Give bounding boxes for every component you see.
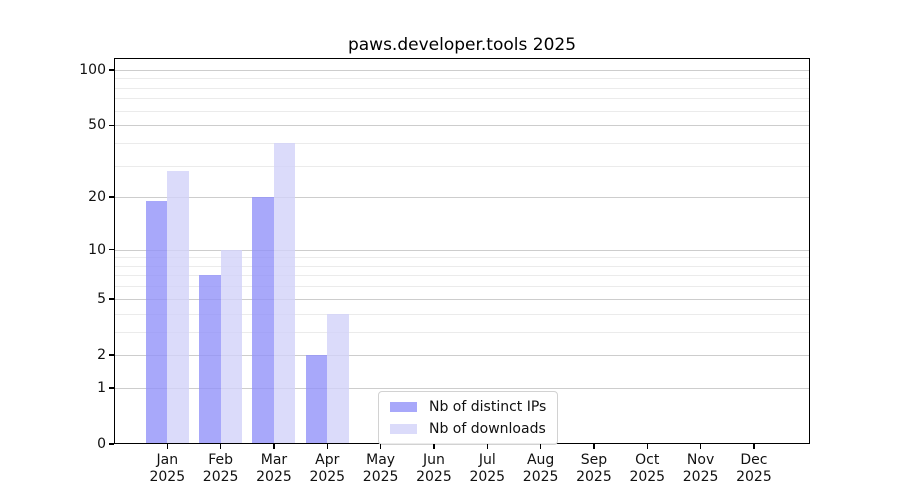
gridline-minor-8 xyxy=(114,265,810,267)
legend-label-nb-of-downloads: Nb of downloads xyxy=(429,421,546,437)
legend-label-nb-of-distinct-ips: Nb of distinct IPs xyxy=(429,399,547,415)
gridline-major-1 xyxy=(114,387,810,389)
x-tick-label-sep-2025: Sep 2025 xyxy=(576,452,612,485)
x-tick-mark-sep-2025 xyxy=(593,444,595,449)
x-tick-mark-may-2025 xyxy=(379,444,382,449)
gridline-minor-4 xyxy=(114,313,810,315)
gridline-minor-7 xyxy=(114,275,810,277)
legend-item-nb-of-downloads: Nb of downloads xyxy=(390,421,546,437)
y-tick-label-0: 0 xyxy=(97,436,106,452)
y-tick-mark-100 xyxy=(109,69,114,71)
bar-nb-of-distinct-ips-jan-2025 xyxy=(145,201,168,444)
bar-nb-of-downloads-apr-2025 xyxy=(327,313,349,444)
bar-nb-of-distinct-ips-mar-2025 xyxy=(252,197,274,444)
y-tick-label-10: 10 xyxy=(88,241,106,258)
y-tick-mark-5 xyxy=(109,298,114,300)
gridline-major-20 xyxy=(114,197,810,199)
gridline-major-5 xyxy=(114,298,810,300)
y-tick-mark-2 xyxy=(109,354,114,356)
x-tick-label-apr-2025: Apr 2025 xyxy=(309,452,346,485)
bar-nb-of-distinct-ips-apr-2025 xyxy=(305,354,328,444)
gridline-minor-6 xyxy=(114,286,810,288)
x-tick-mark-nov-2025 xyxy=(699,444,702,449)
gridline-minor-9 xyxy=(114,257,810,259)
gridline-major-10 xyxy=(114,249,810,251)
y-tick-mark-20 xyxy=(109,196,114,198)
x-tick-label-jun-2025: Jun 2025 xyxy=(416,452,452,485)
y-tick-label-50: 50 xyxy=(88,117,106,134)
x-tick-mark-aug-2025 xyxy=(539,444,542,449)
y-tick-label-20: 20 xyxy=(88,189,106,206)
x-tick-mark-dec-2025 xyxy=(753,444,755,449)
chart-title: paws.developer.tools 2025 xyxy=(347,35,577,55)
gridline-minor-90 xyxy=(114,78,810,80)
bar-nb-of-distinct-ips-feb-2025 xyxy=(199,275,221,444)
x-tick-label-jan-2025: Jan 2025 xyxy=(149,452,186,485)
y-tick-mark-0 xyxy=(109,443,114,445)
gridline-major-2 xyxy=(114,354,810,356)
x-tick-mark-jan-2025 xyxy=(166,444,169,449)
gridline-major-50 xyxy=(114,125,810,127)
legend-item-nb-of-distinct-ips: Nb of distinct IPs xyxy=(390,399,546,415)
legend-swatch-nb-of-distinct-ips xyxy=(390,402,417,412)
y-tick-label-1: 1 xyxy=(97,379,106,396)
x-tick-label-may-2025: May 2025 xyxy=(362,452,399,485)
gridline-major-100 xyxy=(114,69,810,71)
gridline-minor-70 xyxy=(114,98,810,100)
x-tick-label-jul-2025: Jul 2025 xyxy=(469,452,506,485)
gridline-minor-3 xyxy=(114,331,810,333)
legend-swatch-nb-of-downloads xyxy=(390,424,417,434)
gridline-minor-30 xyxy=(114,165,810,167)
x-tick-label-feb-2025: Feb 2025 xyxy=(202,452,239,485)
y-tick-mark-10 xyxy=(109,248,114,251)
x-tick-mark-jun-2025 xyxy=(433,444,435,449)
y-tick-mark-50 xyxy=(109,124,114,127)
x-tick-mark-apr-2025 xyxy=(326,444,329,449)
bar-nb-of-downloads-mar-2025 xyxy=(273,142,296,444)
y-tick-label-5: 5 xyxy=(97,290,106,307)
y-tick-label-2: 2 xyxy=(97,346,106,363)
x-tick-label-mar-2025: Mar 2025 xyxy=(256,452,292,485)
x-tick-label-oct-2025: Oct 2025 xyxy=(629,452,666,485)
gridline-minor-40 xyxy=(114,142,810,144)
y-tick-mark-1 xyxy=(109,387,114,389)
bar-nb-of-downloads-feb-2025 xyxy=(220,249,243,444)
x-tick-mark-feb-2025 xyxy=(219,444,222,449)
plot-area: Nb of distinct IPs Nb of downloads xyxy=(114,58,810,445)
x-tick-label-nov-2025: Nov 2025 xyxy=(682,452,719,485)
gridline-minor-60 xyxy=(114,110,810,112)
legend: Nb of distinct IPs Nb of downloads xyxy=(378,391,559,445)
x-tick-label-aug-2025: Aug 2025 xyxy=(522,452,559,485)
x-tick-mark-oct-2025 xyxy=(646,444,649,449)
x-tick-mark-mar-2025 xyxy=(273,444,275,449)
x-tick-label-dec-2025: Dec 2025 xyxy=(736,452,772,485)
gridline-minor-80 xyxy=(114,87,810,89)
bar-nb-of-downloads-jan-2025 xyxy=(167,171,189,444)
x-tick-mark-jul-2025 xyxy=(486,444,489,449)
y-tick-label-100: 100 xyxy=(79,61,106,78)
